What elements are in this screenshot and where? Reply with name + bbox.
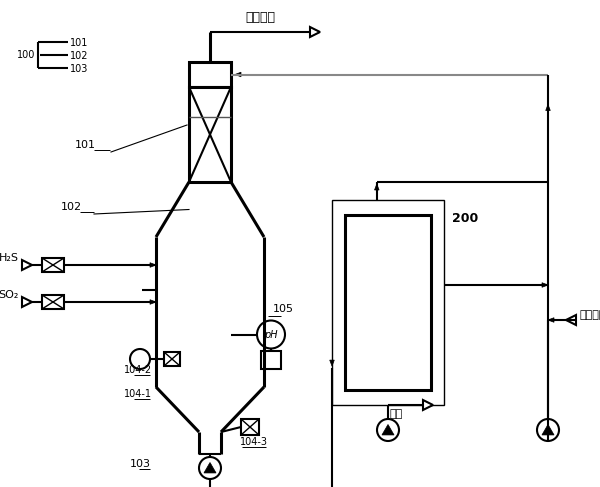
Polygon shape	[374, 184, 379, 190]
Polygon shape	[423, 400, 433, 410]
Bar	[42, 295, 64, 309]
Text: 104-2: 104-2	[124, 365, 152, 375]
Text: 104-3: 104-3	[240, 437, 268, 447]
Bar	[189, 62, 231, 87]
Text: 101: 101	[70, 38, 88, 48]
Text: pH: pH	[264, 331, 278, 340]
Circle shape	[377, 419, 399, 441]
Polygon shape	[546, 105, 550, 111]
Bar	[42, 258, 64, 272]
Text: 200: 200	[452, 212, 478, 225]
Circle shape	[199, 457, 221, 479]
Bar	[189, 87, 231, 182]
Text: H₂S: H₂S	[0, 253, 19, 263]
Text: 新鲜反应溶液: 新鲜反应溶液	[580, 310, 600, 320]
Text: 硫磺: 硫磺	[389, 409, 403, 419]
Polygon shape	[548, 318, 554, 322]
Polygon shape	[204, 463, 216, 473]
Bar	[332, 200, 444, 405]
Polygon shape	[22, 260, 32, 270]
Text: 104-1: 104-1	[124, 389, 152, 399]
Polygon shape	[310, 27, 320, 37]
Polygon shape	[22, 297, 32, 307]
Polygon shape	[235, 72, 241, 77]
Text: 反应尾气: 反应尾气	[245, 11, 275, 24]
Text: 102: 102	[61, 202, 82, 212]
Bar	[164, 352, 180, 366]
Text: 103: 103	[70, 64, 88, 74]
Bar	[241, 419, 259, 435]
Polygon shape	[382, 425, 394, 435]
Polygon shape	[542, 283, 548, 287]
Polygon shape	[330, 360, 334, 366]
Polygon shape	[150, 262, 156, 267]
Polygon shape	[542, 425, 554, 435]
Text: 102: 102	[70, 51, 89, 61]
Bar	[345, 215, 431, 390]
Polygon shape	[566, 315, 576, 325]
Polygon shape	[150, 300, 156, 304]
Text: SO₂: SO₂	[0, 290, 19, 300]
Circle shape	[257, 320, 285, 349]
Circle shape	[537, 419, 559, 441]
Text: 100: 100	[17, 50, 35, 60]
Text: 101: 101	[75, 140, 96, 150]
Circle shape	[130, 349, 150, 369]
Text: 105: 105	[273, 304, 294, 315]
Text: 103: 103	[130, 459, 151, 469]
Bar	[261, 351, 281, 369]
